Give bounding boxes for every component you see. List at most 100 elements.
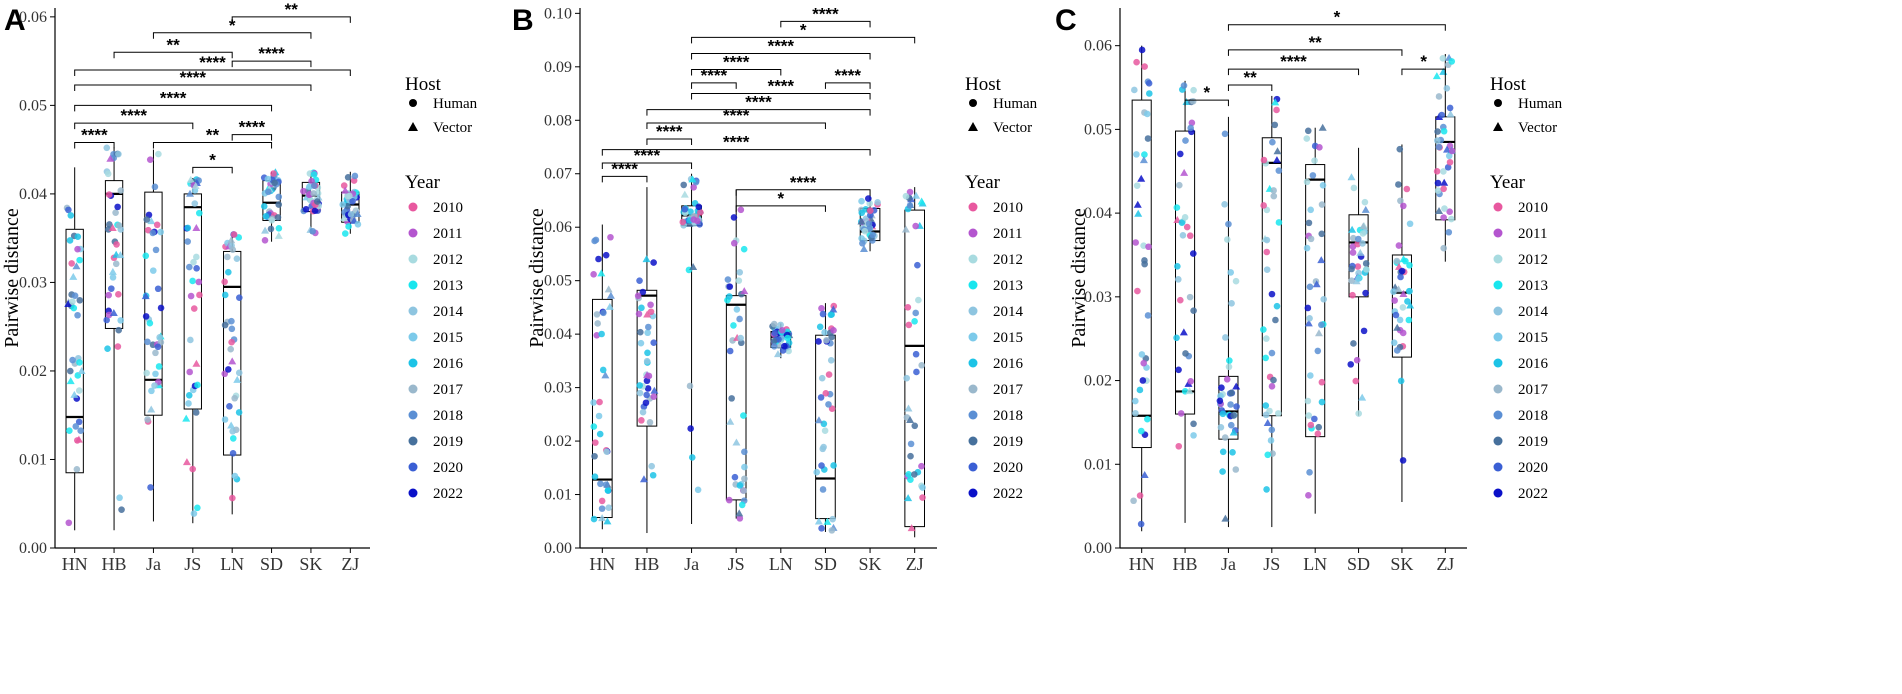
- human-point: [1396, 145, 1404, 153]
- human-point: [688, 454, 696, 461]
- human-point: [1133, 182, 1141, 189]
- legend-year-label: 2022: [1518, 486, 1548, 502]
- significance-bracket: ****: [691, 52, 782, 76]
- vector-point: [1356, 248, 1365, 256]
- human-point: [1355, 410, 1362, 417]
- human-point: [275, 225, 283, 232]
- human-point: [196, 291, 203, 299]
- significance-bracket: ****: [74, 106, 194, 130]
- vector-point: [1399, 290, 1408, 298]
- human-point: [71, 292, 79, 299]
- vector-point: [1432, 72, 1441, 80]
- human-point: [1227, 401, 1234, 408]
- significance-label: *: [1203, 83, 1210, 102]
- legend-host-label: Vector: [993, 120, 1032, 136]
- significance-label: ****: [634, 146, 661, 165]
- human-point: [1134, 287, 1141, 295]
- human-point: [154, 343, 162, 351]
- human-point: [730, 239, 738, 247]
- human-point: [771, 329, 779, 337]
- human-point: [1318, 398, 1326, 406]
- y-tick-label: 0.07: [544, 166, 572, 183]
- legend-year-label: 2020: [993, 460, 1023, 476]
- human-point: [1303, 244, 1311, 252]
- human-point: [69, 356, 76, 364]
- box-LN: [769, 320, 794, 359]
- human-point: [1403, 185, 1411, 193]
- human-point: [1225, 363, 1233, 371]
- human-point: [1141, 63, 1148, 70]
- legend-year-label: 2019: [433, 434, 463, 450]
- human-point: [1227, 421, 1235, 429]
- legend-human-symbol: [1494, 99, 1502, 107]
- bracket-line: [735, 189, 871, 196]
- human-point: [1390, 339, 1398, 346]
- legend-year-label: 2012: [993, 252, 1023, 268]
- human-point: [1223, 376, 1231, 383]
- vector-point: [912, 191, 921, 199]
- vector-point: [1361, 205, 1370, 213]
- bracket-line: [152, 32, 312, 39]
- human-point: [185, 392, 193, 399]
- human-point: [911, 422, 919, 430]
- legend-year-label: 2016: [1518, 356, 1549, 372]
- vector-point: [1393, 323, 1402, 331]
- human-point: [828, 527, 836, 534]
- legend-year-swatch: [1493, 410, 1503, 420]
- human-point: [186, 368, 194, 376]
- vector-point: [1446, 110, 1455, 118]
- human-point: [1175, 366, 1182, 374]
- vector-point: [1272, 156, 1281, 164]
- human-point: [345, 223, 352, 230]
- vector-point: [1263, 418, 1272, 426]
- human-point: [236, 294, 243, 301]
- human-point: [645, 372, 653, 380]
- human-point: [919, 484, 926, 491]
- legend-year-label: 2010: [433, 200, 463, 216]
- human-point: [1181, 214, 1189, 221]
- legend-year-swatch: [1493, 254, 1503, 264]
- bracket-line: [1227, 24, 1446, 31]
- human-point: [261, 237, 269, 244]
- significance-label: ****: [611, 159, 638, 178]
- significance-label: ****: [1280, 52, 1307, 71]
- human-point: [813, 468, 821, 476]
- human-point: [1141, 257, 1148, 264]
- human-point: [1393, 257, 1401, 265]
- vector-point: [732, 438, 741, 446]
- human-point: [1314, 347, 1322, 355]
- human-point: [143, 216, 151, 223]
- human-point: [911, 318, 918, 325]
- human-point: [1267, 437, 1275, 444]
- bracket-line: [824, 82, 871, 89]
- human-point: [109, 274, 117, 281]
- legend-year-swatch: [408, 254, 418, 264]
- legend-year-label: 2014: [993, 304, 1024, 320]
- human-point: [597, 480, 604, 488]
- significance-label: ****: [723, 106, 750, 125]
- vector-point: [859, 244, 868, 252]
- human-point: [1221, 130, 1229, 138]
- human-point: [67, 212, 75, 219]
- vector-point: [1180, 168, 1189, 176]
- human-point: [186, 263, 193, 271]
- human-point: [903, 374, 910, 382]
- significance-label: ****: [199, 53, 226, 72]
- vector-point: [147, 405, 156, 413]
- bracket-line: [601, 175, 648, 183]
- x-tick-label: LN: [769, 554, 793, 574]
- human-point: [740, 412, 747, 419]
- human-point: [1446, 158, 1454, 166]
- box-body: [144, 191, 163, 416]
- human-point: [115, 326, 122, 334]
- bracket-line: [231, 16, 351, 23]
- box-body: [65, 228, 84, 474]
- human-point: [785, 347, 792, 355]
- human-point: [642, 399, 650, 407]
- x-tick-label: ZJ: [906, 554, 924, 574]
- human-point: [726, 283, 734, 290]
- human-point: [151, 183, 159, 191]
- legend-year-label: 2022: [993, 486, 1023, 502]
- human-point: [730, 214, 738, 221]
- x-tick-label: HB: [1173, 554, 1198, 574]
